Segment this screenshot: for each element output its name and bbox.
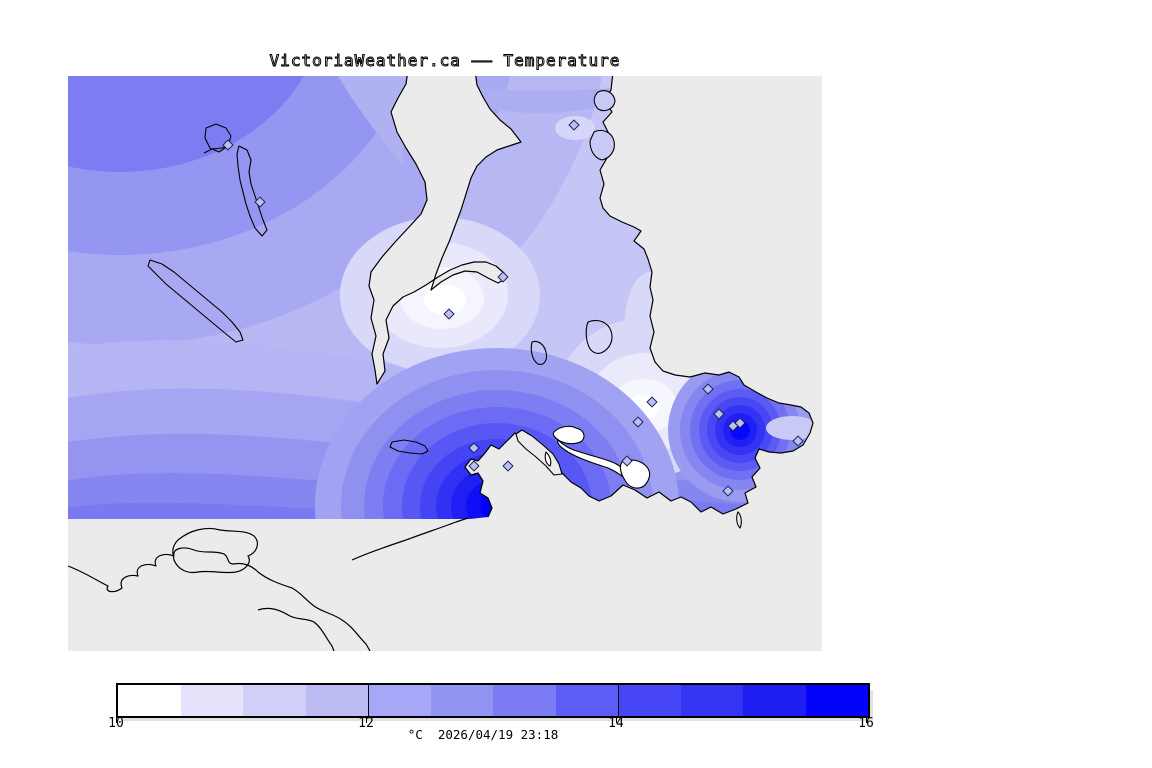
station-diamond-icon (722, 485, 734, 497)
colorbar-tickstub-10 (116, 718, 117, 723)
colorbar-ticklabel-16: 16 (858, 716, 874, 731)
station-diamond-icon (713, 408, 725, 420)
station-diamond-icon (568, 119, 580, 131)
station-diamond-icon (502, 460, 514, 472)
colorbar-ticklabel-10: 10 (108, 716, 124, 731)
colorbar-segment-10 (743, 685, 806, 716)
station-diamond-icon (254, 196, 266, 208)
colorbar-segment-11 (805, 685, 868, 716)
trial-island (736, 511, 742, 529)
colorbar-segment-3 (305, 685, 368, 716)
colorbar-segment-7 (555, 685, 618, 716)
station-diamond-icon (443, 308, 455, 320)
olympic-peninsula-coast (68, 517, 469, 651)
colorbar-ticklabel-12: 12 (358, 716, 374, 731)
station-diamond-icon (468, 442, 480, 454)
colorbar-segment-5 (430, 685, 493, 716)
station-diamond-icon (734, 417, 746, 429)
islands (589, 90, 616, 161)
station-diamond-icon (646, 396, 658, 408)
temperature-colorbar (116, 683, 870, 718)
colorbar-segment-1 (180, 685, 243, 716)
weather-map (68, 76, 822, 651)
station-diamond-icon (468, 460, 480, 472)
station-diamond-icon (632, 416, 644, 428)
colorbar-segment-2 (243, 685, 306, 716)
station-diamond-icon (702, 383, 714, 395)
station-diamond-icon (497, 271, 509, 283)
colorbar-tickline-12 (368, 685, 369, 716)
colorbar-tickstub-16 (866, 718, 867, 723)
colorbar-segment-0 (118, 685, 181, 716)
station-diamond-icon (792, 435, 804, 447)
station-diamond-icon (222, 139, 234, 151)
colorbar-segment-8 (618, 685, 681, 716)
station-diamond-icon (621, 455, 633, 467)
colorbar-segment-6 (493, 685, 556, 716)
harbours (544, 425, 651, 489)
unit-and-timestamp-label: °C 2026/04/19 23:18 (407, 727, 559, 742)
lakes (147, 123, 613, 455)
colorbar-tickstub-12 (366, 718, 367, 723)
colorbar-tickstub-14 (616, 718, 617, 723)
colorbar-ticklabel-14: 14 (608, 716, 624, 731)
colorbar-tickline-14 (618, 685, 619, 716)
colorbar-segment-4 (368, 685, 431, 716)
sea-mask (68, 76, 822, 651)
page-title: VictoriaWeather.ca —— Temperature (269, 51, 621, 71)
station-markers (222, 119, 804, 497)
colorbar-segment-9 (680, 685, 743, 716)
saanich-inlet (368, 76, 522, 385)
